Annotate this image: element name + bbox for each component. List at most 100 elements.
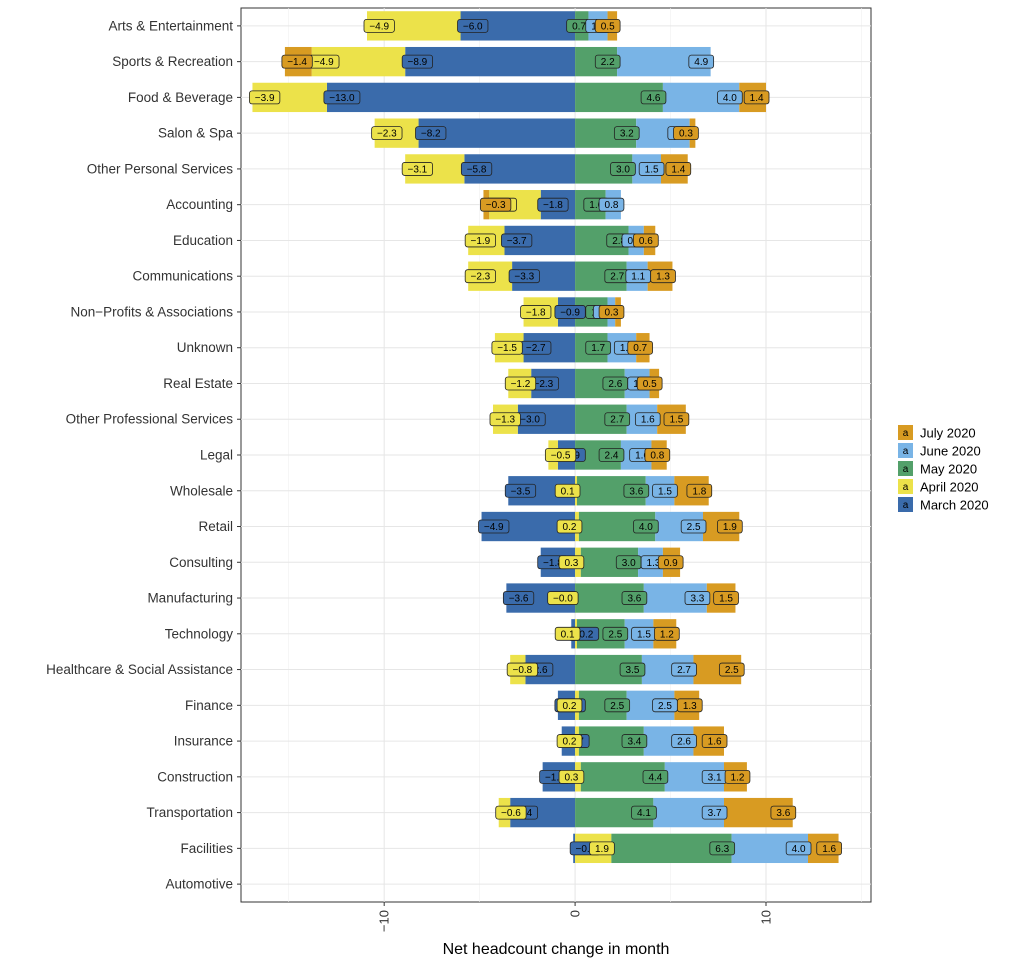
data-label-construction-may-2020: 4.4 — [642, 769, 669, 784]
legend-swatch — [898, 425, 913, 440]
legend-swatch — [898, 443, 913, 458]
data-label-text: 1.5 — [658, 486, 672, 497]
y-tick-label-real-estate: Real Estate — [163, 376, 233, 391]
data-label-text: 0.7 — [633, 343, 647, 354]
data-label-insurance-june-2020: 2.6 — [671, 734, 697, 748]
y-axis: Arts & Entertainment Sports & Recreation F… — [46, 18, 241, 892]
y-tick-label-unknown: Unknown — [177, 340, 233, 355]
data-label-text: 3.5 — [626, 665, 640, 676]
data-label-box — [604, 412, 631, 427]
y-tick-label-legal: Legal — [200, 448, 233, 463]
data-label-text: 1.5 — [719, 594, 733, 605]
data-label-text: 0.2 — [563, 737, 577, 748]
data-label-text: −3.3 — [514, 272, 534, 283]
data-label-box — [665, 162, 692, 176]
data-label-box — [554, 305, 586, 319]
data-label-box — [701, 734, 728, 748]
data-label-insurance-july-2020: 1.6 — [701, 734, 728, 748]
data-label-text: 0.5 — [601, 21, 615, 32]
data-label-text: 3.6 — [627, 594, 641, 605]
data-label-box — [598, 197, 625, 212]
data-label-text: 1.9 — [723, 522, 737, 533]
data-label-arts-entertainment-april-2020: −4.9 — [363, 18, 395, 33]
data-label-box — [480, 197, 512, 212]
data-label-box — [610, 162, 636, 176]
data-label-box — [676, 698, 703, 713]
data-label-text: 2.5 — [658, 701, 672, 712]
data-label-other-personal-services-june-2020: 1.5 — [638, 162, 665, 176]
data-label-text: −3.6 — [509, 594, 529, 605]
data-label-box — [281, 54, 313, 69]
data-label-box — [717, 519, 743, 534]
data-label-text: 0.2 — [563, 522, 577, 533]
data-label-text: 2.7 — [610, 415, 624, 426]
data-label-transportation-april-2020: −0.6 — [495, 805, 527, 820]
data-label-box — [785, 841, 812, 856]
data-label-text: 1.4 — [671, 164, 685, 175]
y-tick-label-retail: Retail — [198, 519, 233, 534]
legend-swatch — [898, 497, 913, 512]
data-label-healthcare-social-assistance-april-2020: −0.8 — [506, 662, 538, 677]
data-label-manufacturing-may-2020: 3.6 — [621, 591, 648, 605]
data-label-wholesale-july-2020: 1.8 — [686, 483, 713, 498]
legend-label: April 2020 — [920, 480, 979, 495]
data-label-box — [604, 698, 631, 713]
data-label-text: 0.3 — [564, 772, 578, 783]
data-label-box — [508, 269, 540, 284]
data-label-unknown-may-2020: 1.7 — [585, 340, 611, 355]
data-label-text: −0.6 — [501, 808, 521, 819]
data-label-box — [589, 841, 615, 856]
data-label-box — [671, 734, 697, 748]
data-label-consulting-may-2020: 3.0 — [615, 555, 642, 570]
data-label-non-profits-associations-march-2020: −0.9 — [554, 305, 586, 319]
data-label-finance-april-2020: 0.2 — [556, 698, 583, 713]
data-label-technology-april-2020: 0.1 — [554, 626, 581, 641]
data-label-box — [633, 519, 659, 534]
x-axis-title: Net headcount change in month — [443, 941, 670, 958]
data-label-text: 1.5 — [645, 164, 659, 175]
data-label-unknown-march-2020: −2.7 — [520, 340, 552, 355]
data-label-retail-april-2020: 0.2 — [556, 519, 583, 534]
data-label-text: 2.5 — [725, 665, 739, 676]
data-label-box — [489, 412, 521, 427]
data-label-text: 0.3 — [564, 558, 578, 569]
data-label-communications-july-2020: 1.3 — [650, 269, 676, 284]
data-label-wholesale-june-2020: 1.5 — [652, 483, 678, 498]
data-label-communications-may-2020: 2.7 — [604, 269, 631, 284]
data-label-box — [631, 805, 657, 820]
data-label-text: −0.0 — [553, 594, 573, 605]
data-label-text: −1.7 — [545, 772, 565, 783]
data-label-box — [556, 734, 583, 748]
data-label-text: 1.3 — [656, 272, 670, 283]
data-label-food-beverage-may-2020: 4.6 — [640, 90, 667, 105]
data-label-box — [684, 591, 711, 605]
data-label-text: −0.5 — [551, 451, 571, 462]
data-label-real-estate-april-2020: −1.2 — [504, 376, 537, 391]
data-label-box — [544, 448, 577, 462]
data-label-education-april-2020: −1.9 — [464, 233, 496, 248]
data-label-box — [709, 841, 736, 856]
data-label-salon-spa-july-2020: 0.3 — [673, 126, 699, 141]
data-label-transportation-july-2020: 3.6 — [770, 805, 797, 820]
data-label-box — [663, 412, 690, 427]
data-label-box — [671, 662, 697, 677]
y-tick-label-food-beverage: Food & Beverage — [128, 90, 233, 105]
data-label-wholesale-march-2020: −3.5 — [504, 483, 537, 498]
data-label-manufacturing-april-2020: −0.0 — [547, 591, 579, 605]
legend-label: May 2020 — [920, 462, 977, 477]
data-label-box — [652, 483, 678, 498]
data-label-text: 1.6 — [589, 200, 603, 211]
data-label-text: 4.0 — [723, 93, 737, 104]
y-tick-label-technology: Technology — [165, 626, 234, 641]
data-label-box — [323, 90, 361, 105]
data-label-text: 3.4 — [627, 737, 641, 748]
data-label-text: 1.2 — [660, 629, 674, 640]
data-label-text: 2.8 — [612, 236, 626, 247]
data-label-text: −4.9 — [314, 57, 334, 68]
data-label-text: −1.3 — [495, 415, 515, 426]
legend-item-june-2020: a June 2020 — [898, 443, 981, 459]
data-label-other-professional-services-april-2020: −1.3 — [489, 412, 521, 427]
data-label-box — [491, 340, 523, 355]
data-label-text: −1.8 — [543, 200, 563, 211]
data-label-box — [673, 126, 699, 141]
